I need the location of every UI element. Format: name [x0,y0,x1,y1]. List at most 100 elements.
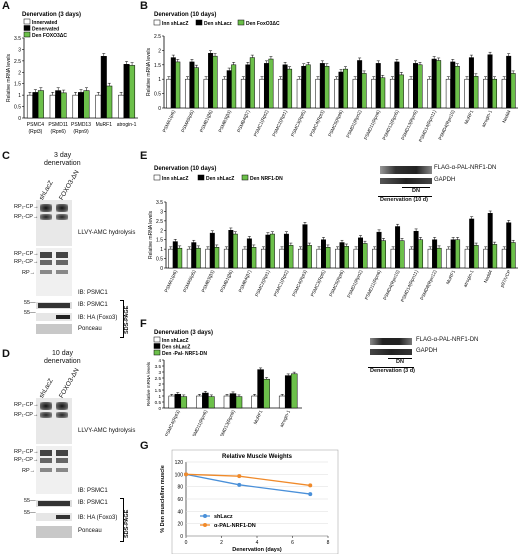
y-tick-label: 1 [160,247,163,253]
bar [214,247,220,269]
bar [372,248,378,269]
bar [362,243,368,269]
bar [487,54,493,109]
bar [431,58,437,109]
bar [371,78,377,109]
legend-swatch [241,174,249,181]
category-label: PSMD13 [71,122,91,128]
bar [83,90,90,119]
bar [483,248,489,269]
ponceau-label-c: Ponceau [78,326,102,332]
chart-title: Denervation (3 days) [22,12,81,18]
rp-label-d: RP→ [22,468,36,474]
bar [191,242,197,269]
sds-blot-ha-c [36,313,72,321]
blot-band-gapdh-f [370,349,412,355]
bar [473,76,479,109]
x-tick-label: 4 [256,540,259,546]
chart-b: 0 0.5 1 1.5 2 2.5 Relative mRNA levels PSMA1(α6… [146,12,518,143]
category-label: PSMB1(β6) [199,109,214,133]
blot-inset-f: FLAG-α-PAL-NRF1-DN GAPDH DN Denervation … [362,330,518,382]
bar [473,245,479,269]
bar [123,64,130,119]
psmc1-native-gel-c [36,248,72,296]
chart-title: Denervation (10 days) [154,166,216,172]
category-label: (Rpn9) [73,129,89,135]
category-label: PSMD8(Rpn12) [419,269,437,301]
category-label: PSMD4(Rpn10) [382,269,400,301]
bar [284,375,292,409]
bar [353,248,359,269]
panel-c-title-1: 3 day [54,152,72,159]
bar [394,61,400,109]
panel-label-c: C [2,150,10,162]
bar [278,395,286,409]
bar [259,78,265,109]
bar [395,226,401,269]
y-tick-label: 2.5 [156,219,163,225]
blot-footer-e: Denervation (10 d) [380,197,428,203]
bar [483,78,489,109]
bar [510,242,516,269]
mw-55-d2: 55— [24,510,36,516]
bar [381,240,386,269]
bar [202,392,209,409]
y-tick-label: 0 [160,266,163,272]
bar [263,63,269,109]
y-tick-label: 1.5 [14,82,21,88]
rp1cp-label-d1: RP₁-CP→ [14,412,39,418]
category-label: PSMB4(β7) [236,109,251,133]
category-label: PSMD14(Rpn11) [400,269,419,303]
bar [413,63,419,109]
y-tick-label: 3 [18,47,21,53]
bar [343,246,349,269]
category-label: PSMA1(α6) [162,109,177,133]
bar [408,78,414,109]
bar [205,248,211,269]
bar [506,222,512,269]
bar [170,57,176,109]
bar [432,239,438,269]
psmc1-native-gel-d [36,446,72,494]
panel-label-b: B [140,0,148,12]
y-tick-label: 3 [160,209,163,215]
native-gel-c [36,200,72,246]
category-label: PSMC3(Rpt5) [290,109,307,137]
panel-d: 10 day denervation shLacZ FOXO3-ΔN RP₂-C… [0,348,138,553]
bar [334,78,340,109]
mw-55-c2: 55— [24,310,36,316]
y-tick-label: 4 [158,358,161,363]
bar [315,78,321,109]
category-label: MuRF1 [463,109,474,125]
category-label: atrogin-1 [481,109,493,128]
bar [338,71,344,109]
y-tick-label: 2.5 [14,59,21,65]
blot-label-gapdh-f: GAPDH [416,348,438,354]
panel-d-title-2: denervation [44,358,81,365]
category-label: PSMD11 [48,122,68,128]
sds-bracket-d [120,498,124,542]
llvy-label-c: LLVY-AMC hydrolysis [78,230,136,236]
panel-label-g: G [140,440,149,452]
bar [172,241,178,269]
bar [450,239,456,269]
category-label: PSMB1(β6) [219,269,234,293]
legend-label: Den -Pal- NRF1-DN [162,351,207,357]
bar [501,248,507,269]
legend-marker [203,514,207,518]
blot-label-flag-e: FLAG-α-PAL-NRF1-DN [434,165,497,171]
chart-f: 00.511.522.533.54 Relative mRNA levels PSM… [146,330,302,436]
rp2cp-label-c2: RP₂-CP→ [14,251,39,257]
bar [357,60,363,109]
legend-label: Inn shLacZ [162,21,188,27]
legend-swatch [153,349,161,356]
panel-c-lane-2: FOXO3-ΔN [58,169,81,202]
category-label: p97/VCP [499,269,511,288]
category-label: atrogin-1 [462,269,474,288]
native-gel-d [36,398,72,444]
category-label: PSMB3(β3) [218,109,233,133]
legend-swatch [153,336,161,343]
bar [445,78,451,109]
bar [184,78,190,109]
